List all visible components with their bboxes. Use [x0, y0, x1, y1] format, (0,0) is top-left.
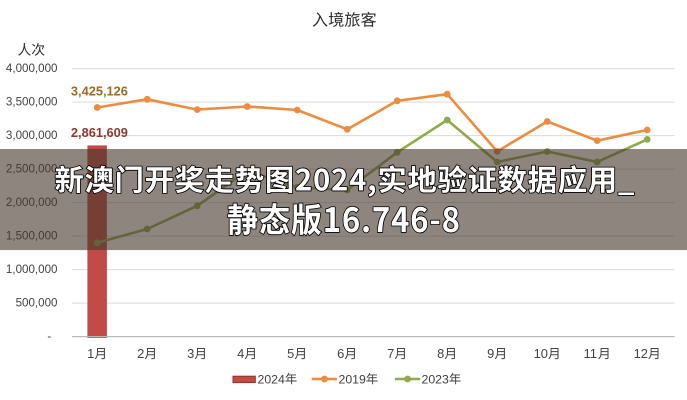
svg-text:2024: 2024: [258, 372, 286, 386]
svg-text:5: 5: [287, 346, 294, 361]
svg-text:2023: 2023: [422, 372, 450, 386]
svg-text:3,425,126: 3,425,126: [71, 84, 128, 99]
svg-text:2019: 2019: [339, 372, 367, 386]
svg-text:8: 8: [437, 346, 444, 361]
svg-text:11: 11: [584, 346, 597, 361]
svg-text:4,000,000: 4,000,000: [6, 62, 58, 75]
svg-text:1: 1: [87, 346, 94, 361]
svg-text:2: 2: [137, 346, 144, 361]
svg-text:1,000,000: 1,000,000: [6, 263, 58, 276]
svg-text:500,000: 500,000: [16, 297, 58, 310]
svg-text:2,861,609: 2,861,609: [71, 125, 128, 140]
svg-text:3: 3: [187, 346, 194, 361]
svg-text:3,000,000: 3,000,000: [6, 129, 58, 142]
svg-text:-: -: [47, 330, 51, 343]
svg-text:12: 12: [634, 346, 648, 361]
svg-text:4: 4: [237, 346, 244, 361]
svg-text:6: 6: [337, 346, 344, 361]
svg-text:10: 10: [534, 346, 548, 361]
svg-text:3,500,000: 3,500,000: [6, 96, 58, 109]
svg-text:9: 9: [487, 346, 494, 361]
svg-text:7: 7: [387, 346, 394, 361]
